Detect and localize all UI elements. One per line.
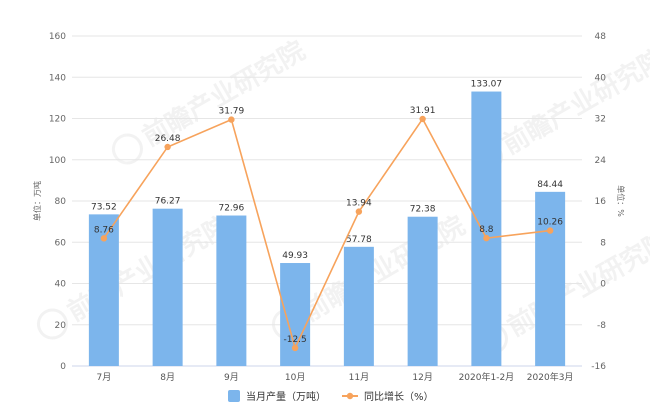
bar <box>152 208 183 366</box>
line-point <box>419 115 426 123</box>
watermark-mark: 前瞻产业研究院 <box>111 35 310 165</box>
line-data-label: 13.94 <box>346 199 372 209</box>
y-right-tick-label: -16 <box>591 362 606 372</box>
line-data-label: 31.91 <box>410 106 436 116</box>
y-right-tick-label: 24 <box>595 156 607 166</box>
bar-data-label: 57.78 <box>346 235 372 245</box>
line-point <box>546 227 554 234</box>
x-category-label: 7月 <box>97 372 112 383</box>
line-data-label: 31.79 <box>218 107 244 117</box>
x-category-label: 12月 <box>412 372 432 383</box>
bar-data-label: 133.07 <box>471 80 503 90</box>
y-left-tick-label: 140 <box>49 73 66 83</box>
y-right-tick-label: 8 <box>600 238 606 248</box>
watermark-text: 前瞻产业研究院 <box>62 210 235 328</box>
watermark-text: 前瞻产业研究院 <box>497 43 650 161</box>
bar-data-label: 76.27 <box>155 197 181 207</box>
legend-line-marker <box>346 392 354 400</box>
y-left-tick-label: 80 <box>55 197 67 207</box>
y-left-tick-label: 20 <box>55 321 67 331</box>
bar <box>343 246 374 366</box>
line-data-label: 8.8 <box>479 225 494 235</box>
watermark-text: 前瞻产业研究院 <box>297 210 470 328</box>
watermark-logo-icon <box>111 133 143 165</box>
bar-data-label: 72.96 <box>218 204 244 214</box>
bar-data-label: 49.93 <box>282 251 308 261</box>
y-right-tick-label: 40 <box>595 73 607 83</box>
y-left-tick-label: 0 <box>60 362 66 372</box>
line-data-label: 8.76 <box>94 225 114 235</box>
bar-data-label: 84.44 <box>537 180 563 190</box>
line-series: 8.76 26.48 31.79 -12.5 13.94 31.91 8.8 10.26 <box>94 106 563 352</box>
x-category-label: 8月 <box>160 372 175 383</box>
bar <box>407 216 438 366</box>
y-right-tick-label: 0 <box>600 280 606 290</box>
y-left-tick-label: 100 <box>49 156 66 166</box>
y-left-tick-label: 40 <box>55 280 67 290</box>
line-point <box>291 344 299 352</box>
x-category-label: 9月 <box>224 372 239 383</box>
legend-bar-swatch <box>228 390 240 402</box>
y-left-tick-label: 120 <box>49 115 66 125</box>
line-point <box>164 143 171 151</box>
right-axis: -16 -8 0 8 16 24 32 40 48 单位：% <box>591 32 626 372</box>
bar <box>216 215 247 366</box>
y-left-axis-title: 单位：万吨 <box>32 181 42 221</box>
y-right-axis-title: 单位：% <box>616 185 626 217</box>
line-data-label: 10.26 <box>537 218 563 228</box>
line-point <box>100 235 108 242</box>
left-axis: 0 20 40 60 80 100 120 140 160 单位：万吨 <box>32 32 66 372</box>
bar-data-label: 73.52 <box>91 202 117 212</box>
legend-bar-label: 当月产量（万吨） <box>246 390 326 403</box>
line-data-label: 26.48 <box>155 134 181 144</box>
line-data-label: -12.5 <box>283 335 306 345</box>
x-category-label: 10月 <box>285 372 305 383</box>
bar <box>471 91 502 366</box>
x-category-label: 11月 <box>349 372 369 383</box>
x-category-label: 2020年3月 <box>527 371 574 383</box>
x-category-label: 2020年1-2月 <box>459 371 515 383</box>
line-point <box>483 234 490 242</box>
y-right-tick-label: -8 <box>597 321 606 331</box>
legend-line-label: 同比增长（%） <box>364 390 434 403</box>
y-right-tick-label: 48 <box>595 32 607 42</box>
bar-data-label: 72.38 <box>410 205 436 215</box>
growth-line <box>103 117 551 351</box>
y-left-tick-label: 60 <box>55 238 67 248</box>
line-point <box>228 116 235 123</box>
line-point <box>355 208 363 215</box>
bar <box>535 191 566 366</box>
y-right-tick-label: 32 <box>595 115 606 125</box>
category-axis: 7月 8月 9月 10月 11月 12月 2020年1-2月 2020年3月 <box>97 371 574 383</box>
y-right-tick-label: 16 <box>595 197 607 207</box>
legend: 当月产量（万吨） 同比增长（%） <box>228 390 434 403</box>
y-left-tick-label: 160 <box>49 32 66 42</box>
watermark-logo-icon <box>36 308 68 340</box>
